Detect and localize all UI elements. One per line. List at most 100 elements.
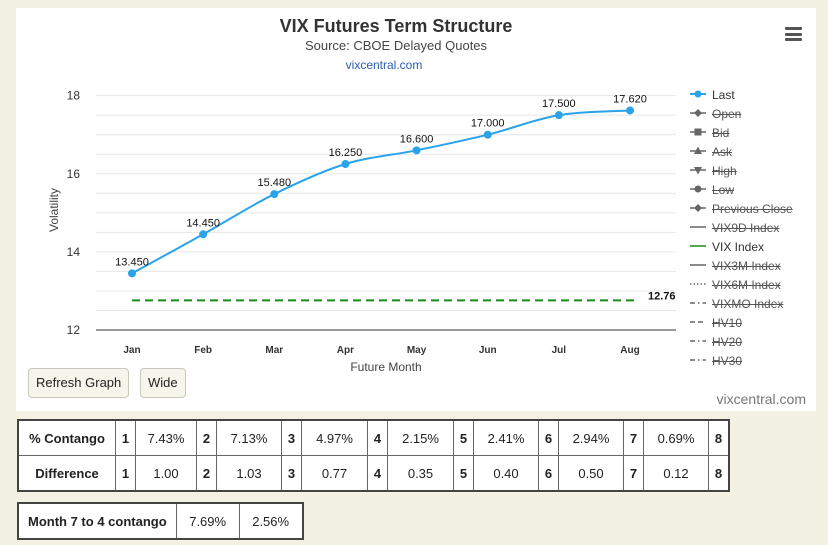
legend-label: VIX6M Index xyxy=(712,278,781,292)
month-index-cell: 1 xyxy=(115,455,136,492)
table-row: Difference 1 1.00 2 1.03 3 0.77 4 0.35 5 0.40 6 0.50… xyxy=(17,455,730,492)
data-label: 17.620 xyxy=(613,93,647,105)
month-index-cell: 4 xyxy=(367,419,388,456)
month-index-cell: 5 xyxy=(453,419,474,456)
value-cell: 0.50 xyxy=(558,455,624,492)
data-point[interactable] xyxy=(483,130,492,139)
data-point[interactable] xyxy=(270,190,279,199)
dotted-line-icon xyxy=(690,283,706,285)
data-point[interactable] xyxy=(341,159,350,168)
legend-item[interactable]: High xyxy=(690,162,820,181)
legend-label: VIXMO Index xyxy=(712,297,784,311)
wide-button[interactable]: Wide xyxy=(140,368,186,398)
x-tick-label: Jun xyxy=(479,345,497,356)
month7-to-4-value: 7.69% xyxy=(175,502,240,540)
month-index-cell: 4 xyxy=(367,455,388,492)
y-tick-label: 18 xyxy=(67,89,81,103)
chart-credit-bottom[interactable]: vixcentral.com xyxy=(716,391,806,407)
contango-table: % Contango 1 7.43% 2 7.13% 3 4.97% 4 2.15% 5 2.41%… xyxy=(17,419,730,492)
table-row: Month 7 to 4 contango 7.69% 2.56% xyxy=(17,502,304,540)
legend-label: VIX3M Index xyxy=(712,259,781,273)
value-cell: 2.15% xyxy=(387,419,454,456)
dashdot-line-icon xyxy=(690,359,706,361)
data-point[interactable] xyxy=(626,106,634,115)
dash-line-icon xyxy=(690,321,706,323)
refresh-graph-button[interactable]: Refresh Graph xyxy=(28,368,130,398)
legend-item[interactable]: HV30 xyxy=(690,352,820,371)
month-index-cell: 7 xyxy=(623,455,644,492)
plot-area: 12 14 16 18 Jan Feb Mar Apr May Jun Jul Aug Future M… xyxy=(47,89,676,374)
data-point[interactable] xyxy=(199,230,208,239)
value-cell: 0.40 xyxy=(473,455,539,492)
legend-item[interactable]: VIX9D Index xyxy=(690,219,820,238)
value-cell: 0.35 xyxy=(387,455,454,492)
data-label: 17.000 xyxy=(471,118,505,130)
hamburger-menu-icon[interactable] xyxy=(785,27,802,41)
row-header: Difference xyxy=(17,455,116,492)
legend-item[interactable]: VIX3M Index xyxy=(690,257,820,276)
square-line-icon xyxy=(690,128,706,136)
chart-credit-top[interactable]: vixcentral.com xyxy=(345,58,423,72)
month-index-cell: 3 xyxy=(281,419,302,456)
legend-item[interactable]: Last xyxy=(690,86,820,105)
legend-item[interactable]: Ask xyxy=(690,143,820,162)
legend-label: VIX9D Index xyxy=(712,221,780,235)
value-cell: 2.41% xyxy=(473,419,539,456)
legend-label: Bid xyxy=(712,126,730,140)
y-axis-title: Volatility xyxy=(47,188,61,232)
legend-item[interactable]: Low xyxy=(690,181,820,200)
x-axis-title: Future Month xyxy=(350,360,421,374)
data-label: 16.250 xyxy=(329,147,363,159)
chart-subtitle: Source: CBOE Delayed Quotes xyxy=(304,38,488,53)
legend-item[interactable]: VIX Index xyxy=(690,238,820,257)
month-index-cell: 6 xyxy=(538,419,559,456)
data-label: 13.450 xyxy=(115,256,149,268)
value-cell: 4.97% xyxy=(301,419,368,456)
legend-label: Ask xyxy=(712,145,733,159)
data-label: 16.600 xyxy=(400,133,434,145)
data-point[interactable] xyxy=(554,111,563,120)
month7-to-4-label: Month 7 to 4 contango xyxy=(17,502,177,540)
triangle-line-icon xyxy=(690,146,706,154)
data-point[interactable] xyxy=(412,146,421,155)
x-tick-label: Apr xyxy=(337,345,354,356)
data-point[interactable] xyxy=(128,269,136,278)
vix-index-label: 12.76 xyxy=(648,290,676,302)
y-tick-label: 14 xyxy=(67,245,81,259)
legend-item[interactable]: Previous Close xyxy=(690,200,820,219)
legend-item[interactable]: Open xyxy=(690,105,820,124)
legend-label: HV10 xyxy=(712,316,743,330)
legend-label: Open xyxy=(712,107,742,121)
value-cell: 2.94% xyxy=(558,419,624,456)
data-label: 17.500 xyxy=(542,98,576,110)
legend-label: Low xyxy=(712,183,735,197)
legend-item[interactable]: Bid xyxy=(690,124,820,143)
legend-item[interactable]: VIXMO Index xyxy=(690,295,820,314)
month-index-cell: 6 xyxy=(538,455,559,492)
table-row: % Contango 1 7.43% 2 7.13% 3 4.97% 4 2.15% 5 2.41%… xyxy=(17,419,730,456)
chart-title: VIX Futures Term Structure xyxy=(279,16,513,36)
y-tick-label: 16 xyxy=(67,167,81,181)
triangle-down-line-icon xyxy=(690,167,706,175)
solid-line-icon xyxy=(690,226,706,228)
legend-item[interactable]: HV10 xyxy=(690,314,820,333)
legend-label: VIX Index xyxy=(712,240,765,254)
legend-label: HV30 xyxy=(712,354,743,368)
month-index-cell: 8 xyxy=(708,455,730,492)
dashdot-line-icon xyxy=(690,302,706,304)
legend-item[interactable]: HV20 xyxy=(690,333,820,352)
value-cell: 1.00 xyxy=(135,455,197,492)
month7-to-4-contango-table: Month 7 to 4 contango 7.69% 2.56% xyxy=(17,502,304,540)
value-cell: 1.03 xyxy=(216,455,282,492)
diamond-line-icon xyxy=(690,109,706,117)
legend-item[interactable]: VIX6M Index xyxy=(690,276,820,295)
legend-label: High xyxy=(712,164,737,178)
x-tick-label: May xyxy=(407,345,427,356)
month-index-cell: 3 xyxy=(281,455,302,492)
month-index-cell: 2 xyxy=(196,419,217,456)
y-tick-label: 12 xyxy=(67,323,81,337)
value-cell: 0.77 xyxy=(301,455,368,492)
legend-label: Last xyxy=(712,88,735,102)
solid-line-icon xyxy=(690,264,706,266)
x-tick-label: Jul xyxy=(552,345,567,356)
